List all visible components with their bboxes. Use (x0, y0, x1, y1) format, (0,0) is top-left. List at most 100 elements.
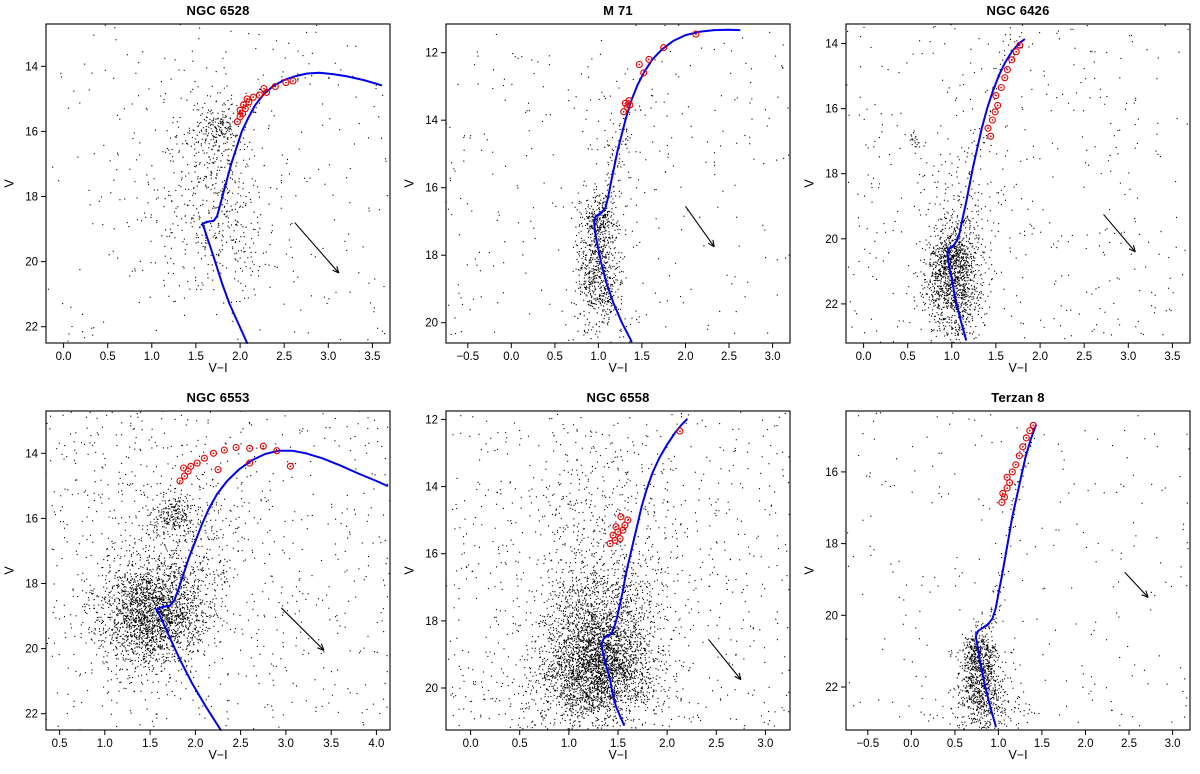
target-star-marker (1022, 434, 1030, 442)
x-tick-label: 1.0 (944, 351, 960, 363)
x-tick-label: 0.5 (547, 351, 563, 363)
target-star-marker (645, 55, 653, 63)
target-star-center (1018, 454, 1021, 457)
target-star-center (274, 85, 277, 88)
plot-box (45, 410, 391, 731)
plot-box (45, 23, 391, 344)
x-tick-label: 1.5 (142, 738, 158, 750)
x-tick-label: 3.5 (323, 738, 339, 750)
panel-ngc-6553: 0.5 1.0 1.5 2.0 2.5 3.0 3.5 4.0 14 16 18 20 22 NGC 6… (0, 387, 400, 774)
y-tick-label: 22 (825, 682, 838, 694)
target-star-marker (660, 44, 668, 52)
x-tick-label: 2.0 (1078, 738, 1094, 750)
y-tick-label: 16 (825, 104, 838, 116)
y-tick-label: 18 (425, 616, 438, 628)
y-tick-label: 16 (425, 183, 438, 195)
x-tick-label: 0.0 (503, 351, 519, 363)
target-star-marker (640, 69, 648, 77)
target-star-marker (1012, 461, 1020, 469)
x-tick-label: 2.5 (276, 351, 292, 363)
target-star-center (242, 103, 245, 106)
y-axis: 14 16 18 20 22 (825, 39, 846, 311)
x-tick-label: 1.5 (1034, 738, 1050, 750)
target-star-center (695, 33, 697, 35)
target-star-center (248, 447, 251, 450)
target-star-marker (200, 454, 208, 462)
target-star-center (617, 531, 619, 533)
x-tick-label: 3.0 (320, 351, 336, 363)
target-star-marker (609, 531, 617, 539)
target-star-marker (193, 459, 201, 467)
target-star-marker (617, 513, 625, 521)
target-star-marker (999, 489, 1007, 497)
target-star-center (265, 91, 268, 94)
x-tick-label: −0.5 (456, 351, 479, 363)
target-star-marker (1000, 493, 1009, 501)
y-axis-label: V (802, 179, 817, 188)
target-star-marker (987, 132, 995, 140)
x-tick-label: 4.0 (368, 738, 384, 750)
x-tick-label: 3.0 (1165, 738, 1181, 750)
target-star-marker (988, 116, 996, 124)
target-star-center (622, 529, 624, 532)
isochrone-line (946, 38, 1026, 341)
chart-title: Terzan 8 (991, 390, 1045, 405)
target-star-center (612, 534, 614, 537)
target-star-marker (1019, 443, 1027, 451)
x-tick-label: 3.5 (1164, 351, 1180, 363)
target-star-center (620, 515, 622, 518)
target-star-marker (1026, 427, 1034, 435)
chart-m-71: −0.5 0.0 0.5 1.0 1.5 2.0 2.5 3.0 12 14 16 18 20 (425, 23, 791, 363)
chart-ngc-6558: 0.0 0.5 1.0 1.5 2.0 2.5 3.0 12 14 16 18 20 (425, 410, 791, 750)
x-tick-label: 0.0 (903, 738, 919, 750)
target-stars (176, 442, 294, 485)
x-axis-label: V−I (1008, 361, 1028, 375)
arrow-head (707, 239, 715, 248)
target-star-center (239, 115, 242, 118)
scatter-points (846, 412, 1190, 731)
x-tick-label: 2.5 (721, 351, 737, 363)
target-star-center (182, 467, 185, 469)
reddening-arrow (280, 607, 325, 651)
target-star-marker (180, 464, 188, 472)
target-star-center (1018, 44, 1021, 47)
x-tick-label: 2.0 (187, 738, 203, 750)
target-star-center (1006, 487, 1008, 489)
scatter-points (45, 410, 391, 731)
panel-ngc-6558: 0.0 0.5 1.0 1.5 2.0 2.5 3.0 12 14 16 18 20 NGC 6558… (400, 387, 800, 774)
target-star-center (292, 80, 294, 82)
arrow-head (1128, 244, 1136, 253)
target-star-marker (676, 427, 684, 435)
x-tick-label: 1.5 (634, 351, 650, 363)
target-star-center (236, 120, 239, 123)
target-star-marker (1008, 468, 1016, 476)
x-tick-label: 2.5 (1121, 738, 1137, 750)
y-tick-label: 22 (25, 709, 38, 721)
y-tick-label: 12 (425, 48, 438, 60)
chart-title: M 71 (603, 3, 633, 18)
panel-ngc-6426: 0.0 0.5 1.0 1.5 2.0 2.5 3.0 3.5 14 16 18 20 22 NGC 6… (800, 0, 1200, 387)
x-tick-label: 0.0 (56, 351, 72, 363)
y-tick-label: 20 (825, 610, 838, 622)
x-tick-label: −0.5 (856, 738, 879, 750)
chart-ngc-6528: 0.0 0.5 1.0 1.5 2.0 2.5 3.0 3.5 14 16 18 20 22 (25, 23, 391, 363)
y-axis-label: V (2, 566, 17, 575)
target-star-center (626, 519, 629, 521)
x-tick-label: 1.0 (561, 738, 577, 750)
target-star-marker (625, 97, 633, 105)
target-star-marker (621, 521, 629, 529)
x-tick-label: 2.5 (233, 738, 249, 750)
y-tick-label: 18 (25, 192, 38, 204)
x-tick-label: 0.0 (856, 351, 872, 363)
target-star-marker (1012, 48, 1020, 56)
target-star-center (1010, 58, 1013, 61)
panel-m-71: −0.5 0.0 0.5 1.0 1.5 2.0 2.5 3.0 12 14 16 18 20 M 71… (400, 0, 800, 387)
chart-title: NGC 6528 (186, 3, 250, 18)
target-star-center (235, 446, 238, 449)
reddening-arrow (294, 222, 340, 274)
target-star-marker (260, 84, 268, 93)
scatter-points (47, 23, 389, 342)
target-star-marker (991, 108, 999, 116)
target-star-marker (997, 83, 1005, 92)
y-tick-label: 18 (825, 169, 838, 181)
